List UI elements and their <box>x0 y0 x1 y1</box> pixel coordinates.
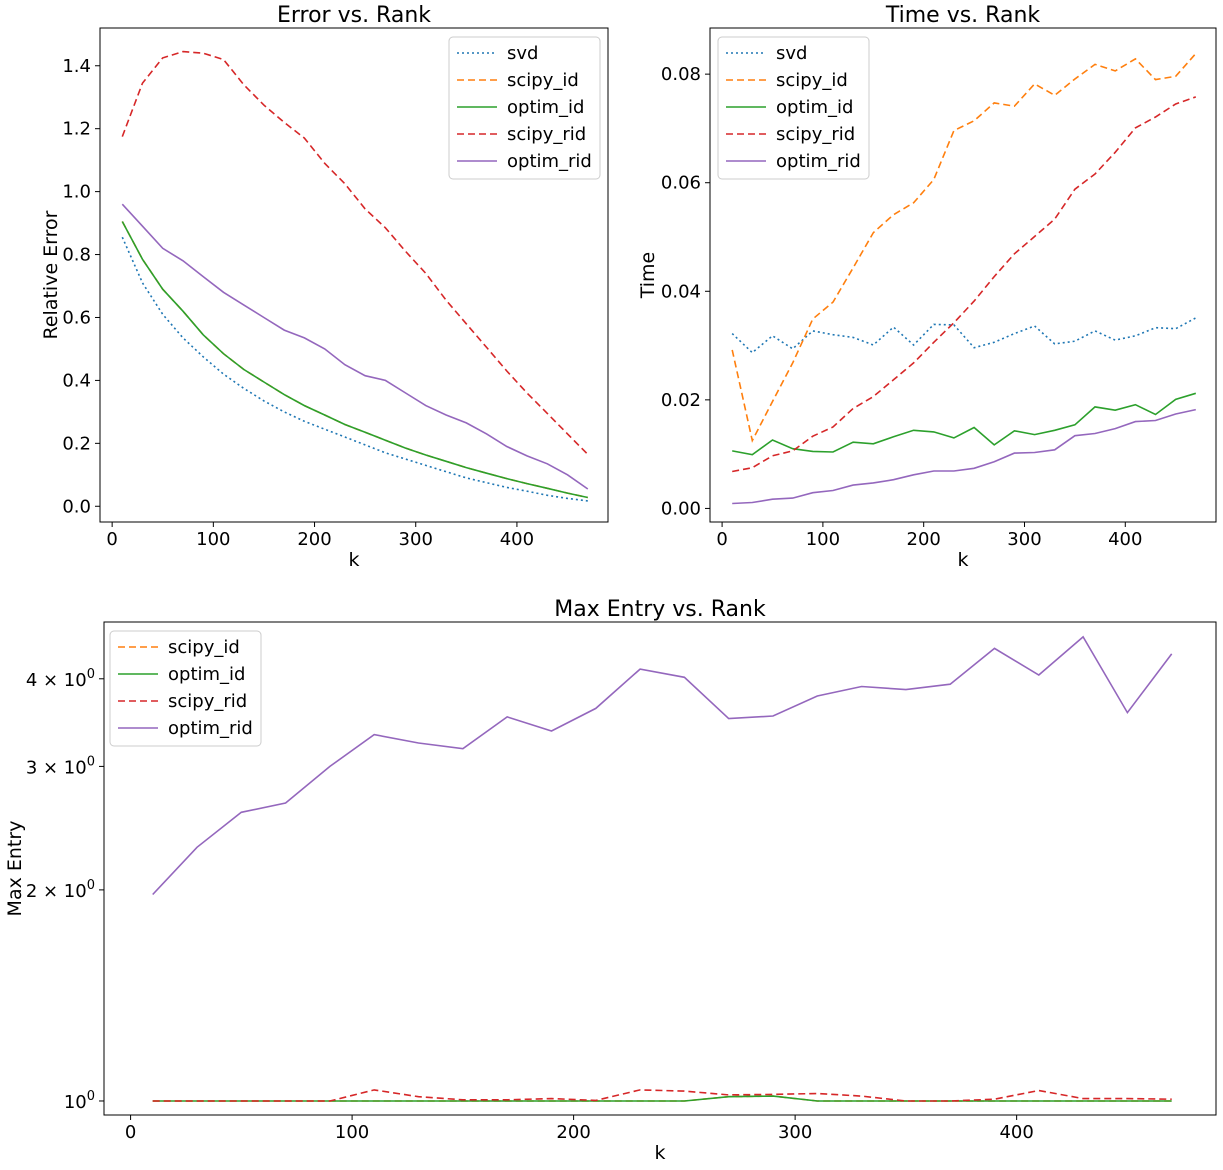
x-axis-label: k <box>654 1142 665 1164</box>
y-tick-base: 4 × 10 <box>26 670 87 691</box>
y-axis-label: Relative Error <box>40 210 62 339</box>
x-axis-label: k <box>957 549 968 571</box>
y-tick-label: 100 <box>64 1089 95 1113</box>
legend-label: scipy_id <box>776 70 848 91</box>
x-tick-label: 300 <box>399 529 433 550</box>
x-tick-label: 100 <box>806 529 840 550</box>
chart-title: Max Entry vs. Rank <box>554 597 766 622</box>
y-tick-label: 3 × 100 <box>26 754 95 778</box>
x-tick-label: 300 <box>1007 529 1041 550</box>
x-tick-label: 0 <box>716 529 727 550</box>
legend-label: scipy_id <box>507 70 579 91</box>
legend-label: optim_rid <box>507 151 592 172</box>
x-tick-label: 0 <box>125 1122 136 1143</box>
x-tick-label: 0 <box>106 529 117 550</box>
y-tick-exponent: 0 <box>87 1089 95 1104</box>
x-tick-label: 200 <box>907 529 941 550</box>
y-tick-label: 0.4 <box>62 370 91 391</box>
legend: svd scipy_id optim_id scipy_rid optim_rid <box>448 36 601 180</box>
y-axis-label: Time <box>637 252 659 300</box>
legend-box <box>717 36 870 180</box>
x-tick-label: 400 <box>999 1122 1033 1143</box>
y-tick-base: 2 × 10 <box>26 881 87 902</box>
series-line-scipy-id <box>731 52 1197 443</box>
legend-box <box>448 36 601 180</box>
y-tick-label: 1.2 <box>62 119 91 140</box>
axes-frame <box>99 27 609 523</box>
series-line-scipy-rid <box>121 50 589 455</box>
chart-title: Error vs. Rank <box>277 3 431 28</box>
y-tick-exponent: 0 <box>87 754 95 769</box>
legend: svd scipy_id optim_id scipy_rid optim_rid <box>717 36 870 180</box>
legend-label: scipy_rid <box>168 691 247 712</box>
axes-frame <box>709 27 1217 523</box>
y-tick-base: 10 <box>64 1092 87 1113</box>
y-tick-base: 3 × 10 <box>26 757 87 778</box>
x-tick-label: 300 <box>778 1122 812 1143</box>
legend-box <box>109 630 262 747</box>
series-line-scipy-rid <box>732 96 1197 473</box>
series-line-scipy-rid <box>152 1089 1172 1102</box>
y-tick-label: 0.2 <box>62 433 91 454</box>
series-line-optim-id <box>121 221 588 499</box>
x-tick-label: 100 <box>335 1122 369 1143</box>
series-line-scipy-id <box>121 221 588 499</box>
legend-label: scipy_rid <box>507 124 586 145</box>
y-tick-label: 2 × 100 <box>26 878 95 902</box>
y-axis-label: Max Entry <box>4 821 26 917</box>
legend-label: svd <box>776 43 807 64</box>
y-tick-label: 0.04 <box>661 281 701 302</box>
legend-label: optim_id <box>507 97 584 118</box>
legend-label: svd <box>507 43 538 64</box>
y-tick-label: 0.08 <box>661 64 701 85</box>
y-tick-label: 0.06 <box>661 173 701 194</box>
y-tick-label: 1.4 <box>62 56 91 77</box>
legend-label: optim_id <box>168 664 245 685</box>
legend-label: scipy_id <box>168 637 240 658</box>
y-tick-label: 0.00 <box>661 498 701 519</box>
y-tick-label: 1.0 <box>62 182 91 203</box>
series-line-optim-rid <box>732 408 1196 505</box>
chart-title: Time vs. Rank <box>885 3 1041 28</box>
series-line-svd <box>731 317 1197 354</box>
y-tick-label: 0.0 <box>62 496 91 517</box>
x-tick-label: 400 <box>1108 529 1142 550</box>
y-tick-exponent: 0 <box>87 878 95 893</box>
axes-frame <box>103 621 1217 1116</box>
legend-label: optim_id <box>776 97 853 118</box>
x-tick-label: 100 <box>196 529 230 550</box>
y-tick-label: 0.02 <box>661 390 701 411</box>
x-axis-label: k <box>348 549 359 571</box>
x-tick-label: 200 <box>556 1122 590 1143</box>
legend-label: optim_rid <box>168 718 253 739</box>
time-vs-rank-chart: 0 100 200 300 400 0.00 0.02 0.04 0.06 0.08 Time vs… <box>637 3 1217 571</box>
legend: scipy_id optim_id scipy_rid optim_rid <box>109 630 262 747</box>
y-tick-label: 4 × 100 <box>26 667 95 691</box>
legend-label: optim_rid <box>776 151 861 172</box>
series-line-optim-rid <box>121 203 589 490</box>
y-tick-label: 0.6 <box>62 307 91 328</box>
legend-label: scipy_rid <box>776 124 855 145</box>
x-tick-label: 200 <box>297 529 331 550</box>
y-tick-label: 0.8 <box>62 245 91 266</box>
x-tick-label: 400 <box>500 529 534 550</box>
y-tick-exponent: 0 <box>87 667 95 682</box>
series-line-svd <box>121 236 588 502</box>
series-line-optim-id <box>732 392 1197 456</box>
series-line-optim-rid <box>152 635 1173 896</box>
error-vs-rank-chart: 0 100 200 300 400 0.0 0.2 0.4 0.6 0.8 1.0 1.2 1.4 Err… <box>40 3 609 571</box>
series-line-optim-id <box>152 1095 1172 1102</box>
